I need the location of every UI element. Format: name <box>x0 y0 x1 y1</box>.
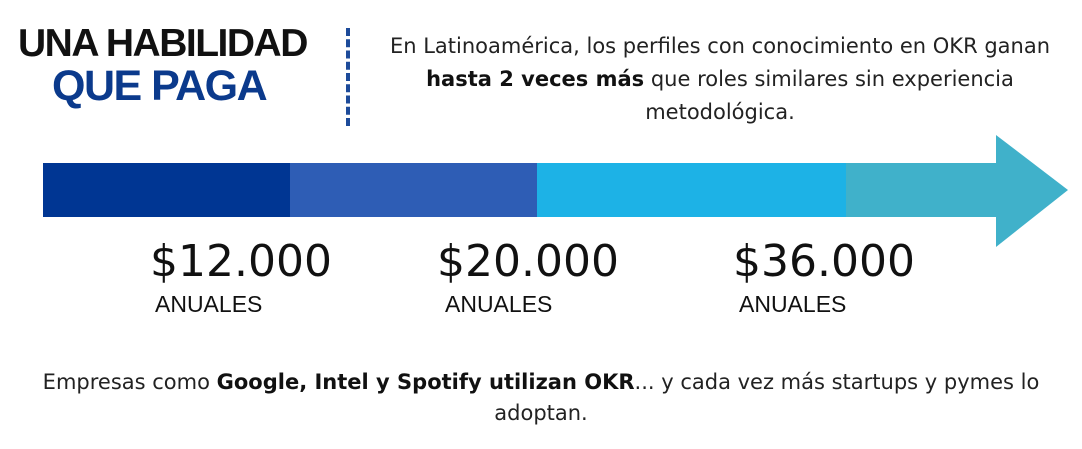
arrow-segment-2 <box>290 163 537 217</box>
salary-period: ANUALES <box>445 291 553 317</box>
footer-text-start: Empresas como <box>42 370 217 394</box>
salary-tier-1: $12.000 ANUALES <box>150 236 410 318</box>
intro-highlight: hasta 2 veces más <box>426 67 645 91</box>
salary-amount: $20.000 <box>437 236 619 287</box>
salary-tier-2: $20.000 ANUALES <box>437 236 697 318</box>
headline-line-2: QUE PAGA <box>52 62 268 110</box>
headline-line-1: UNA HABILIDAD <box>18 22 308 65</box>
footer-highlight: Google, Intel y Spotify utilizan OKR <box>216 370 635 394</box>
arrow-head <box>996 135 1068 247</box>
salary-progress-arrow <box>43 135 1068 247</box>
arrow-segment-3 <box>537 163 847 217</box>
salary-amount: $36.000 <box>733 236 915 287</box>
arrow-segment-4 <box>846 163 1000 217</box>
footer-text: Empresas como Google, Intel y Spotify ut… <box>40 367 1042 429</box>
intro-text-end: que roles similares sin experiencia meto… <box>644 67 1014 124</box>
salary-period: ANUALES <box>155 291 263 317</box>
salary-tier-3: $36.000 ANUALES <box>733 236 993 318</box>
arrow-segment-1 <box>43 163 290 217</box>
intro-text: En Latinoamérica, los perfiles con conoc… <box>370 30 1070 129</box>
footer-text-end: ... y cada vez más startups y pymes lo a… <box>494 370 1040 425</box>
dashed-divider <box>346 28 350 126</box>
headline: UNA HABILIDAD QUE PAGA <box>18 24 318 108</box>
intro-text-start: En Latinoamérica, los perfiles con conoc… <box>389 34 1051 58</box>
salary-period: ANUALES <box>739 291 847 317</box>
salary-amount: $12.000 <box>150 236 332 287</box>
